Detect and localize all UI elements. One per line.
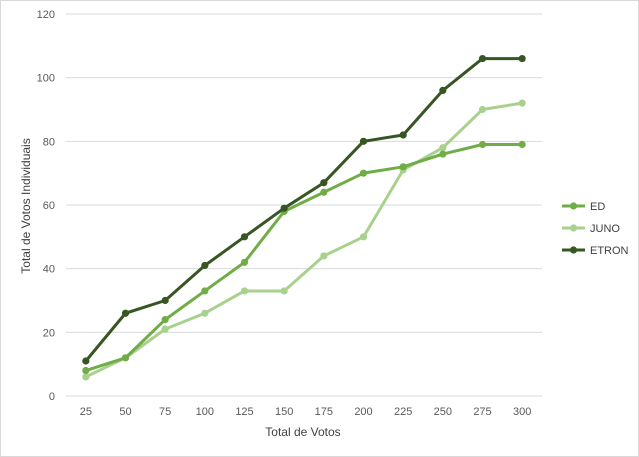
x-tick-label: 250 [434, 406, 452, 418]
data-point-etron [201, 261, 209, 270]
series-line-etron [84, 57, 524, 363]
y-tick-label: 0 [49, 391, 55, 403]
x-axis-title: Total de Votos [265, 425, 340, 439]
x-tick-label: 125 [235, 406, 253, 418]
y-axis-title: Total de Votos Individuais [19, 138, 33, 273]
legend-item-ed: ED [562, 201, 605, 213]
data-point-juno [518, 99, 526, 107]
data-point-ed [240, 258, 249, 266]
data-point-juno [161, 325, 169, 333]
x-tick-label: 225 [394, 406, 412, 418]
x-tick-label: 50 [119, 406, 131, 418]
data-point-ed [320, 188, 328, 196]
y-tick-label: 100 [37, 73, 55, 85]
y-axis-ticks: 0 20 40 60 80 100 120 [37, 9, 55, 403]
data-point-etron [161, 296, 169, 305]
series-line-ed [84, 143, 524, 373]
x-tick-label: 25 [80, 406, 92, 418]
x-tick-label: 300 [513, 406, 531, 418]
series-ed [82, 140, 526, 375]
legend-label: ETRON [590, 245, 629, 257]
series-juno [82, 99, 526, 381]
data-point-etron [399, 131, 407, 139]
x-tick-label: 200 [354, 406, 372, 418]
y-tick-label: 80 [43, 136, 55, 148]
data-point-juno [280, 287, 288, 295]
data-point-etron [359, 137, 368, 145]
data-point-ed [161, 316, 169, 324]
data-point-etron [320, 179, 328, 187]
data-point-ed [439, 150, 447, 158]
data-point-juno [320, 252, 328, 260]
x-tick-label: 150 [275, 406, 293, 418]
data-point-juno [478, 105, 487, 114]
data-point-ed [82, 366, 90, 375]
series-line-juno [84, 101, 524, 379]
data-point-etron [478, 54, 487, 63]
data-point-etron [518, 54, 526, 63]
data-point-juno [439, 144, 447, 152]
series-etron [82, 54, 526, 365]
y-tick-label: 60 [43, 200, 55, 212]
legend-item-juno: JUNO [562, 223, 620, 235]
data-point-ed [359, 169, 368, 177]
y-tick-label: 40 [43, 264, 55, 276]
data-point-etron [82, 357, 90, 365]
legend-item-etron: ETRON [562, 245, 629, 257]
data-point-ed [399, 163, 407, 171]
y-tick-label: 20 [43, 327, 55, 339]
x-tick-label: 100 [196, 406, 214, 418]
series-lines [82, 54, 526, 381]
data-point-juno [82, 373, 90, 381]
legend-marker [569, 202, 578, 210]
data-point-juno [240, 287, 249, 295]
data-point-etron [121, 309, 130, 317]
legend-marker [569, 246, 578, 254]
legend-label: JUNO [590, 223, 620, 235]
gridlines [66, 13, 542, 397]
legend-marker [569, 224, 578, 232]
data-point-ed [201, 287, 209, 295]
data-point-juno [201, 309, 209, 317]
legend-label: ED [590, 201, 605, 213]
data-point-juno [359, 233, 368, 241]
x-tick-label: 275 [473, 406, 491, 418]
data-point-ed [518, 140, 526, 149]
x-axis-ticks: 25 50 75 100 125 150 175 200 225 250 275 300 [80, 406, 532, 418]
data-point-etron [439, 86, 447, 94]
data-point-ed [121, 354, 130, 362]
y-tick-label: 120 [37, 9, 55, 21]
x-tick-label: 75 [159, 406, 171, 418]
legend: ED JUNO ETRON [562, 201, 629, 257]
data-point-etron [240, 233, 249, 241]
data-point-ed [478, 140, 487, 149]
x-tick-label: 175 [315, 406, 333, 418]
data-point-etron [280, 204, 288, 212]
